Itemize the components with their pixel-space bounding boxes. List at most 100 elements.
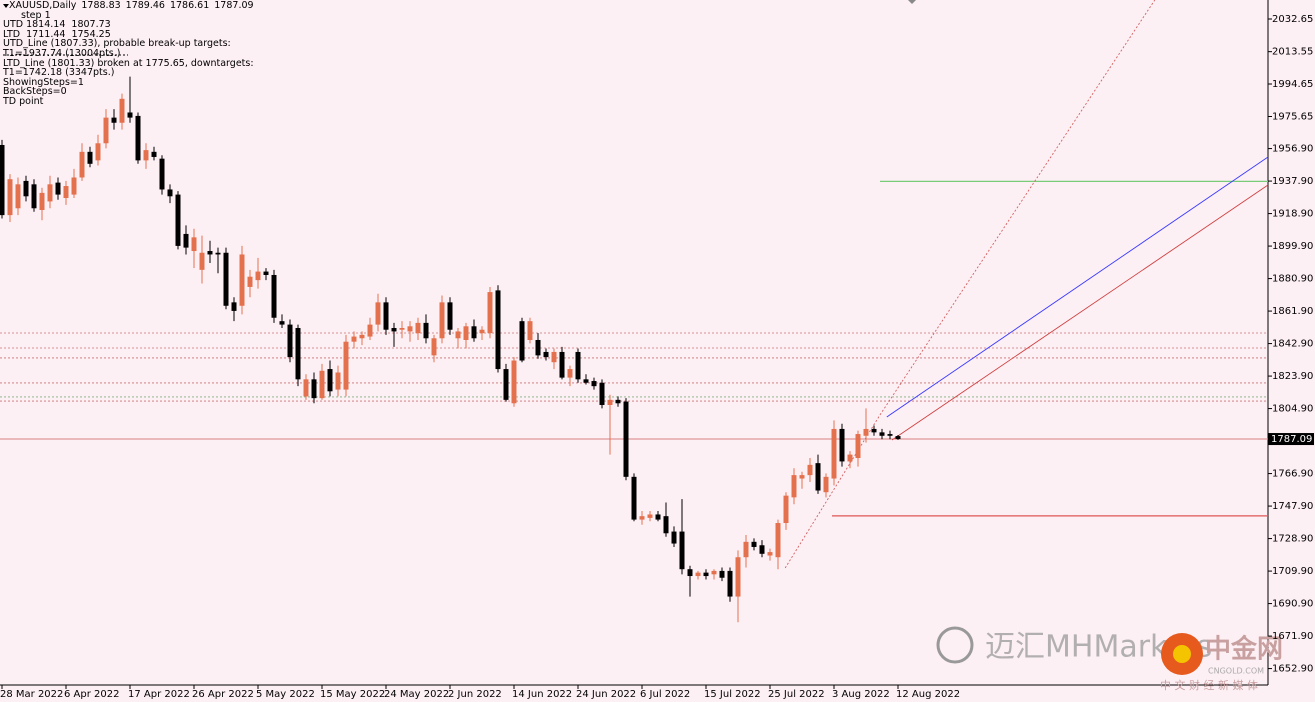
candle-body	[623, 401, 629, 477]
candle-body	[887, 434, 893, 436]
levels	[0, 180, 1268, 517]
y-tick-label: 1709.90	[1272, 566, 1313, 577]
indicator-line: LTD_Line (1801.33) broken at 1775.65, do…	[3, 57, 254, 69]
candle-body	[527, 321, 533, 340]
x-tick-label: 15 May 2022	[320, 689, 385, 700]
indicator-line: T1=1742.18 (3347pts.)	[3, 67, 115, 79]
indicator-line: TD point	[3, 95, 44, 107]
candle-body	[735, 557, 741, 597]
candle-body	[311, 379, 317, 399]
high: 1789.46	[125, 0, 165, 11]
candle-body	[223, 252, 229, 306]
candle-body	[751, 541, 757, 547]
low: 1786.61	[169, 0, 210, 11]
candle-body	[471, 326, 477, 339]
candle-body	[159, 158, 165, 190]
candle-body	[679, 531, 685, 570]
candle-body	[71, 177, 77, 195]
candle-body	[191, 237, 197, 252]
candle-body	[295, 328, 301, 380]
candle-body	[495, 290, 501, 370]
trend-line	[886, 156, 1269, 418]
candle-body	[599, 382, 605, 405]
candle-body	[183, 233, 189, 248]
trend-line	[879, 0, 1156, 416]
candle-body	[743, 541, 749, 558]
y-tick-label: 1671.90	[1272, 631, 1313, 642]
indicator-line: ShowingSteps=1	[3, 76, 84, 88]
candle-body	[327, 369, 333, 392]
x-tick-label: 2 Jun 2022	[448, 689, 502, 700]
x-tick-label: 24 Jun 2022	[576, 689, 636, 700]
candle-body	[591, 381, 597, 387]
candle-body	[863, 428, 869, 436]
shift-marker	[908, 0, 916, 4]
candle-body	[687, 569, 693, 577]
y-tick-label: 1918.90	[1272, 209, 1313, 220]
candle-body	[463, 326, 469, 340]
candle-body	[535, 339, 541, 356]
candle-body	[351, 336, 357, 342]
candle-body	[775, 523, 781, 558]
candle-body	[63, 186, 69, 199]
x-tick-label: 25 Jul 2022	[768, 689, 825, 700]
y-tick-label: 1880.90	[1272, 274, 1313, 285]
logo-text: 中金网	[1205, 634, 1283, 665]
symbol-arrow	[3, 4, 9, 8]
candle-body	[439, 302, 445, 339]
x-tick-label: 3 Aug 2022	[832, 689, 890, 700]
candle-body	[583, 379, 589, 383]
y-tick-label: 1937.90	[1272, 176, 1313, 187]
candle-body	[143, 150, 149, 161]
candle-body	[87, 151, 93, 164]
candle-body	[567, 369, 573, 378]
candle-body	[695, 572, 701, 577]
x-tick-label: 5 May 2022	[256, 689, 315, 700]
candle-body	[359, 334, 365, 339]
candle-body	[215, 252, 221, 255]
candle-body	[871, 428, 877, 433]
candle-body	[639, 516, 645, 520]
symbol: XAUUSD,Daily	[9, 0, 77, 11]
candle-body	[335, 372, 341, 390]
y-tick-label: 1766.90	[1272, 469, 1313, 480]
candle-body	[671, 531, 677, 544]
candle-body	[519, 321, 525, 361]
candle-body	[167, 189, 173, 197]
candle-body	[551, 351, 557, 363]
candle-body	[119, 98, 125, 123]
candles	[0, 76, 901, 623]
candle-body	[231, 302, 237, 311]
indicator-line: UTD 1814.14 1807.73	[3, 19, 111, 31]
candle-body	[407, 326, 413, 332]
x-tick-label: 12 Aug 2022	[896, 689, 960, 700]
y-tick-label: 1994.65	[1272, 79, 1313, 90]
candle-body	[799, 475, 805, 479]
candle-body	[807, 464, 813, 476]
candle-body	[287, 324, 293, 358]
y-tick-label: 1861.90	[1272, 306, 1313, 317]
x-tick-label: 26 Apr 2022	[192, 689, 254, 700]
candle-body	[79, 151, 85, 178]
x-tick-label: 17 Apr 2022	[128, 689, 190, 700]
candle-body	[95, 143, 101, 161]
candle-body	[503, 369, 509, 400]
candle-body	[303, 379, 309, 397]
logo-inner	[1173, 645, 1191, 663]
candle-body	[15, 184, 21, 209]
y-tick-label: 1842.90	[1272, 339, 1313, 350]
indicator-line: BackSteps=0	[3, 86, 67, 98]
indicator-line: UTD_Line (1807.33), probable break-up ta…	[3, 38, 231, 50]
candle-body	[855, 434, 861, 459]
candle-body	[703, 572, 709, 577]
candle-body	[47, 184, 53, 202]
indicator-text: step 1 UTD 1814.14 1807.73 LTD 1711.44 175…	[3, 10, 259, 107]
candle-body	[823, 476, 829, 493]
candle-body	[111, 117, 117, 123]
x-tick-label: 28 Mar 2022	[0, 689, 63, 700]
candle-body	[647, 514, 653, 518]
y-tick-label: 1652.90	[1272, 664, 1313, 675]
candle-body	[263, 271, 269, 275]
candle-body	[343, 341, 349, 390]
